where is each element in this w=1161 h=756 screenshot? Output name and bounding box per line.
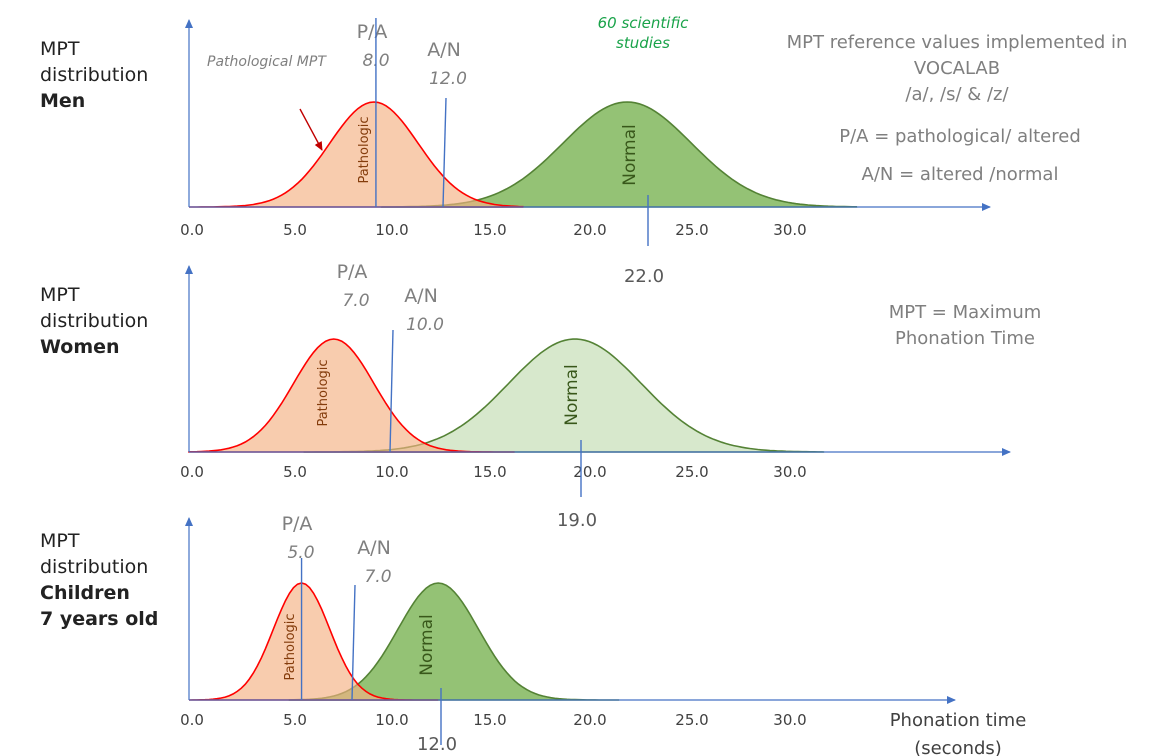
- pa-value: 5.0: [287, 543, 314, 563]
- group-label-line: MPT: [40, 38, 80, 60]
- studies-note-line: 60 scientific: [597, 14, 689, 32]
- x-tick-label: 5.0: [283, 463, 307, 481]
- normal-label: Normal: [620, 124, 640, 186]
- an-label: A/N: [404, 285, 438, 307]
- x-tick-label: 30.0: [773, 221, 806, 239]
- pathologic-label: Pathologic: [357, 116, 372, 183]
- x-tick-label: 20.0: [573, 463, 606, 481]
- group-label-children: MPT distribution Children 7 years old: [40, 528, 158, 632]
- mpt-definition: MPT = Maximum Phonation Time: [840, 300, 1090, 352]
- mpt-definition-line: MPT = Maximum: [888, 302, 1042, 323]
- an-definition: A/N = altered /normal: [861, 164, 1059, 185]
- x-tick-label: 0.0: [180, 711, 204, 729]
- x-tick-label: 25.0: [675, 221, 708, 239]
- an-marker-line: [442, 97, 447, 208]
- group-label-men: MPT distribution Men: [40, 36, 148, 114]
- pa-label: P/A: [357, 21, 388, 43]
- implemented-note: MPT reference values implemented in VOCA…: [752, 30, 1161, 108]
- x-tick-label: 10.0: [375, 711, 408, 729]
- studies-note: 60 scientific studies: [568, 13, 718, 53]
- group-label-line: distribution: [40, 556, 149, 578]
- pa-value: 7.0: [342, 291, 369, 311]
- studies-note-line: studies: [616, 34, 670, 52]
- an-label: A/N: [427, 39, 461, 61]
- x-axis-title: Phonation time: [890, 710, 1027, 731]
- x-tick-label: 0.0: [180, 221, 204, 239]
- pa-definition: P/A = pathological/ altered: [839, 126, 1081, 147]
- x-tick-label: 15.0: [473, 463, 506, 481]
- x-tick-label: 10.0: [375, 221, 408, 239]
- pa-label: P/A: [282, 513, 313, 535]
- x-tick-label: 0.0: [180, 463, 204, 481]
- an-marker-line: [351, 584, 356, 701]
- an-marker-line: [389, 329, 394, 453]
- an-value: 10.0: [406, 315, 444, 335]
- normal-label: Normal: [562, 364, 582, 426]
- normal-label: Normal: [417, 614, 437, 676]
- x-tick-label: 5.0: [283, 221, 307, 239]
- group-label-line: Children: [40, 582, 130, 604]
- group-label-line: MPT: [40, 284, 80, 306]
- x-tick-label: 15.0: [473, 711, 506, 729]
- x-tick-label: 10.0: [375, 463, 408, 481]
- x-tick-label: 25.0: [675, 711, 708, 729]
- group-label-line: distribution: [40, 310, 149, 332]
- group-label-line: 7 years old: [40, 608, 159, 630]
- an-value: 7.0: [364, 567, 391, 587]
- group-label-line: MPT: [40, 530, 80, 552]
- pathologic-label: Pathologic: [283, 613, 298, 680]
- pathological-pointer-arrow: [299, 108, 323, 151]
- group-label-line: Men: [40, 90, 86, 112]
- panel-2: 0.0 5.0 10.0 15.0 20.0 25.0 30.0 Pathologic Norm…: [180, 513, 1026, 756]
- implemented-note-line: /a/, /s/ & /z/: [905, 84, 1009, 105]
- mpt-definition-line: Phonation Time: [895, 328, 1035, 349]
- panel-0: 0.0 5.0 10.0 15.0 20.0 25.0 30.0 Pathologic Norm…: [180, 18, 991, 287]
- group-label-women: MPT distribution Women: [40, 282, 148, 360]
- pathological-mpt-annotation: Pathological MPT: [207, 54, 327, 70]
- panel-1: 0.0 5.0 10.0 15.0 20.0 25.0 30.0 Pathologic Norm…: [180, 261, 1011, 531]
- an-value: 12.0: [429, 69, 467, 89]
- normal-mean-label: 12.0: [417, 734, 457, 755]
- pathologic-label: Pathologic: [316, 359, 331, 426]
- implemented-note-line: MPT reference values implemented in: [786, 32, 1128, 53]
- normal-mean-label: 19.0: [557, 510, 597, 531]
- group-label-line: distribution: [40, 64, 149, 86]
- pathologic-distribution-curve: [189, 101, 524, 208]
- x-tick-label: 30.0: [773, 711, 806, 729]
- group-label-line: Women: [40, 336, 120, 358]
- x-tick-label: 20.0: [573, 221, 606, 239]
- implemented-note-line: VOCALAB: [913, 58, 1001, 79]
- pa-label: P/A: [337, 261, 368, 283]
- x-tick-label: 5.0: [283, 711, 307, 729]
- x-tick-label: 15.0: [473, 221, 506, 239]
- x-tick-label: 20.0: [573, 711, 606, 729]
- an-label: A/N: [357, 537, 391, 559]
- x-tick-label: 30.0: [773, 463, 806, 481]
- normal-mean-label: 22.0: [624, 266, 664, 287]
- x-axis-title-unit: (seconds): [914, 738, 1002, 756]
- x-tick-label: 25.0: [675, 463, 708, 481]
